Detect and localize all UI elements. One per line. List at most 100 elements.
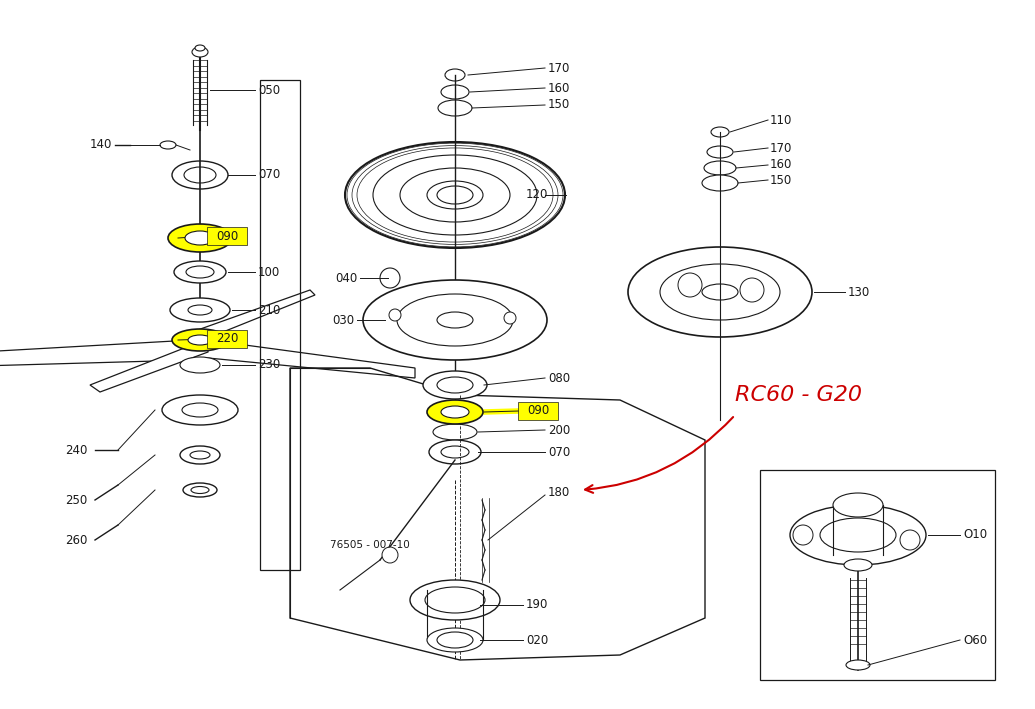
Ellipse shape bbox=[844, 559, 873, 571]
Polygon shape bbox=[90, 290, 315, 392]
Text: 150: 150 bbox=[770, 174, 792, 186]
Ellipse shape bbox=[188, 305, 212, 315]
Circle shape bbox=[793, 525, 814, 545]
Text: 050: 050 bbox=[258, 84, 280, 96]
Ellipse shape bbox=[428, 440, 481, 464]
Text: 240: 240 bbox=[65, 444, 87, 457]
Text: 140: 140 bbox=[90, 138, 113, 152]
Circle shape bbox=[382, 547, 398, 563]
Circle shape bbox=[900, 530, 920, 550]
Ellipse shape bbox=[846, 660, 870, 670]
Ellipse shape bbox=[833, 493, 883, 517]
Circle shape bbox=[678, 273, 702, 297]
Text: 020: 020 bbox=[526, 634, 549, 647]
Ellipse shape bbox=[170, 298, 230, 322]
Text: 220: 220 bbox=[216, 333, 238, 345]
Ellipse shape bbox=[183, 483, 217, 497]
Text: 230: 230 bbox=[258, 359, 280, 372]
Ellipse shape bbox=[704, 161, 736, 175]
Ellipse shape bbox=[437, 632, 473, 648]
Ellipse shape bbox=[711, 127, 729, 137]
Ellipse shape bbox=[185, 231, 215, 245]
Ellipse shape bbox=[363, 280, 548, 360]
Ellipse shape bbox=[191, 486, 209, 493]
Ellipse shape bbox=[188, 335, 212, 345]
Ellipse shape bbox=[437, 186, 473, 204]
Text: 120: 120 bbox=[526, 189, 548, 201]
Ellipse shape bbox=[160, 141, 176, 149]
Ellipse shape bbox=[441, 446, 469, 458]
Ellipse shape bbox=[702, 284, 738, 300]
Ellipse shape bbox=[437, 377, 473, 393]
Ellipse shape bbox=[184, 167, 216, 183]
Text: 110: 110 bbox=[770, 113, 793, 126]
Text: 130: 130 bbox=[848, 286, 870, 298]
Text: RC60 - G20: RC60 - G20 bbox=[735, 385, 862, 405]
Ellipse shape bbox=[172, 329, 228, 351]
Ellipse shape bbox=[400, 168, 510, 222]
Text: 200: 200 bbox=[548, 423, 570, 437]
Circle shape bbox=[380, 268, 400, 288]
Ellipse shape bbox=[438, 100, 472, 116]
Text: 040: 040 bbox=[334, 272, 357, 284]
Ellipse shape bbox=[790, 505, 926, 565]
Text: 170: 170 bbox=[548, 62, 570, 74]
Ellipse shape bbox=[410, 580, 500, 620]
Ellipse shape bbox=[193, 47, 208, 57]
Text: 160: 160 bbox=[770, 159, 793, 172]
Ellipse shape bbox=[174, 261, 226, 283]
Text: 160: 160 bbox=[548, 82, 570, 94]
Text: 260: 260 bbox=[65, 533, 87, 547]
Text: 180: 180 bbox=[548, 486, 570, 498]
Text: 190: 190 bbox=[526, 598, 549, 611]
Ellipse shape bbox=[182, 403, 218, 417]
Text: 250: 250 bbox=[65, 493, 87, 506]
Text: O60: O60 bbox=[963, 634, 987, 647]
Ellipse shape bbox=[162, 395, 238, 425]
FancyBboxPatch shape bbox=[518, 402, 558, 420]
Ellipse shape bbox=[427, 181, 483, 209]
Ellipse shape bbox=[820, 518, 896, 552]
Ellipse shape bbox=[441, 85, 469, 99]
FancyBboxPatch shape bbox=[207, 330, 247, 348]
Ellipse shape bbox=[628, 247, 812, 337]
Ellipse shape bbox=[397, 294, 513, 346]
Ellipse shape bbox=[437, 312, 473, 328]
Circle shape bbox=[740, 278, 764, 302]
Text: 080: 080 bbox=[548, 372, 570, 384]
Ellipse shape bbox=[445, 69, 465, 81]
Ellipse shape bbox=[180, 446, 220, 464]
Ellipse shape bbox=[433, 424, 477, 440]
Ellipse shape bbox=[190, 451, 210, 459]
Text: 210: 210 bbox=[258, 303, 280, 316]
Circle shape bbox=[389, 309, 401, 321]
Circle shape bbox=[504, 312, 516, 324]
Ellipse shape bbox=[172, 161, 228, 189]
Ellipse shape bbox=[423, 371, 487, 399]
Ellipse shape bbox=[180, 357, 220, 373]
Text: 070: 070 bbox=[548, 445, 570, 459]
Ellipse shape bbox=[373, 155, 537, 235]
Text: 070: 070 bbox=[258, 169, 280, 182]
Text: O10: O10 bbox=[963, 528, 987, 542]
Ellipse shape bbox=[168, 224, 232, 252]
Text: 76505 - 007-10: 76505 - 007-10 bbox=[330, 540, 410, 550]
Ellipse shape bbox=[427, 400, 483, 424]
FancyBboxPatch shape bbox=[207, 227, 247, 245]
Text: 030: 030 bbox=[332, 313, 354, 327]
Ellipse shape bbox=[660, 264, 780, 320]
Ellipse shape bbox=[702, 175, 738, 191]
Ellipse shape bbox=[186, 266, 214, 278]
Ellipse shape bbox=[441, 406, 469, 418]
Ellipse shape bbox=[707, 146, 733, 158]
Ellipse shape bbox=[345, 142, 565, 248]
Text: 170: 170 bbox=[770, 142, 793, 155]
Ellipse shape bbox=[425, 587, 485, 613]
Polygon shape bbox=[0, 340, 415, 378]
FancyArrowPatch shape bbox=[585, 417, 733, 493]
Ellipse shape bbox=[427, 628, 483, 652]
Text: 090: 090 bbox=[216, 230, 238, 242]
Text: 090: 090 bbox=[527, 405, 550, 418]
Text: 150: 150 bbox=[548, 99, 570, 111]
Ellipse shape bbox=[195, 45, 205, 51]
